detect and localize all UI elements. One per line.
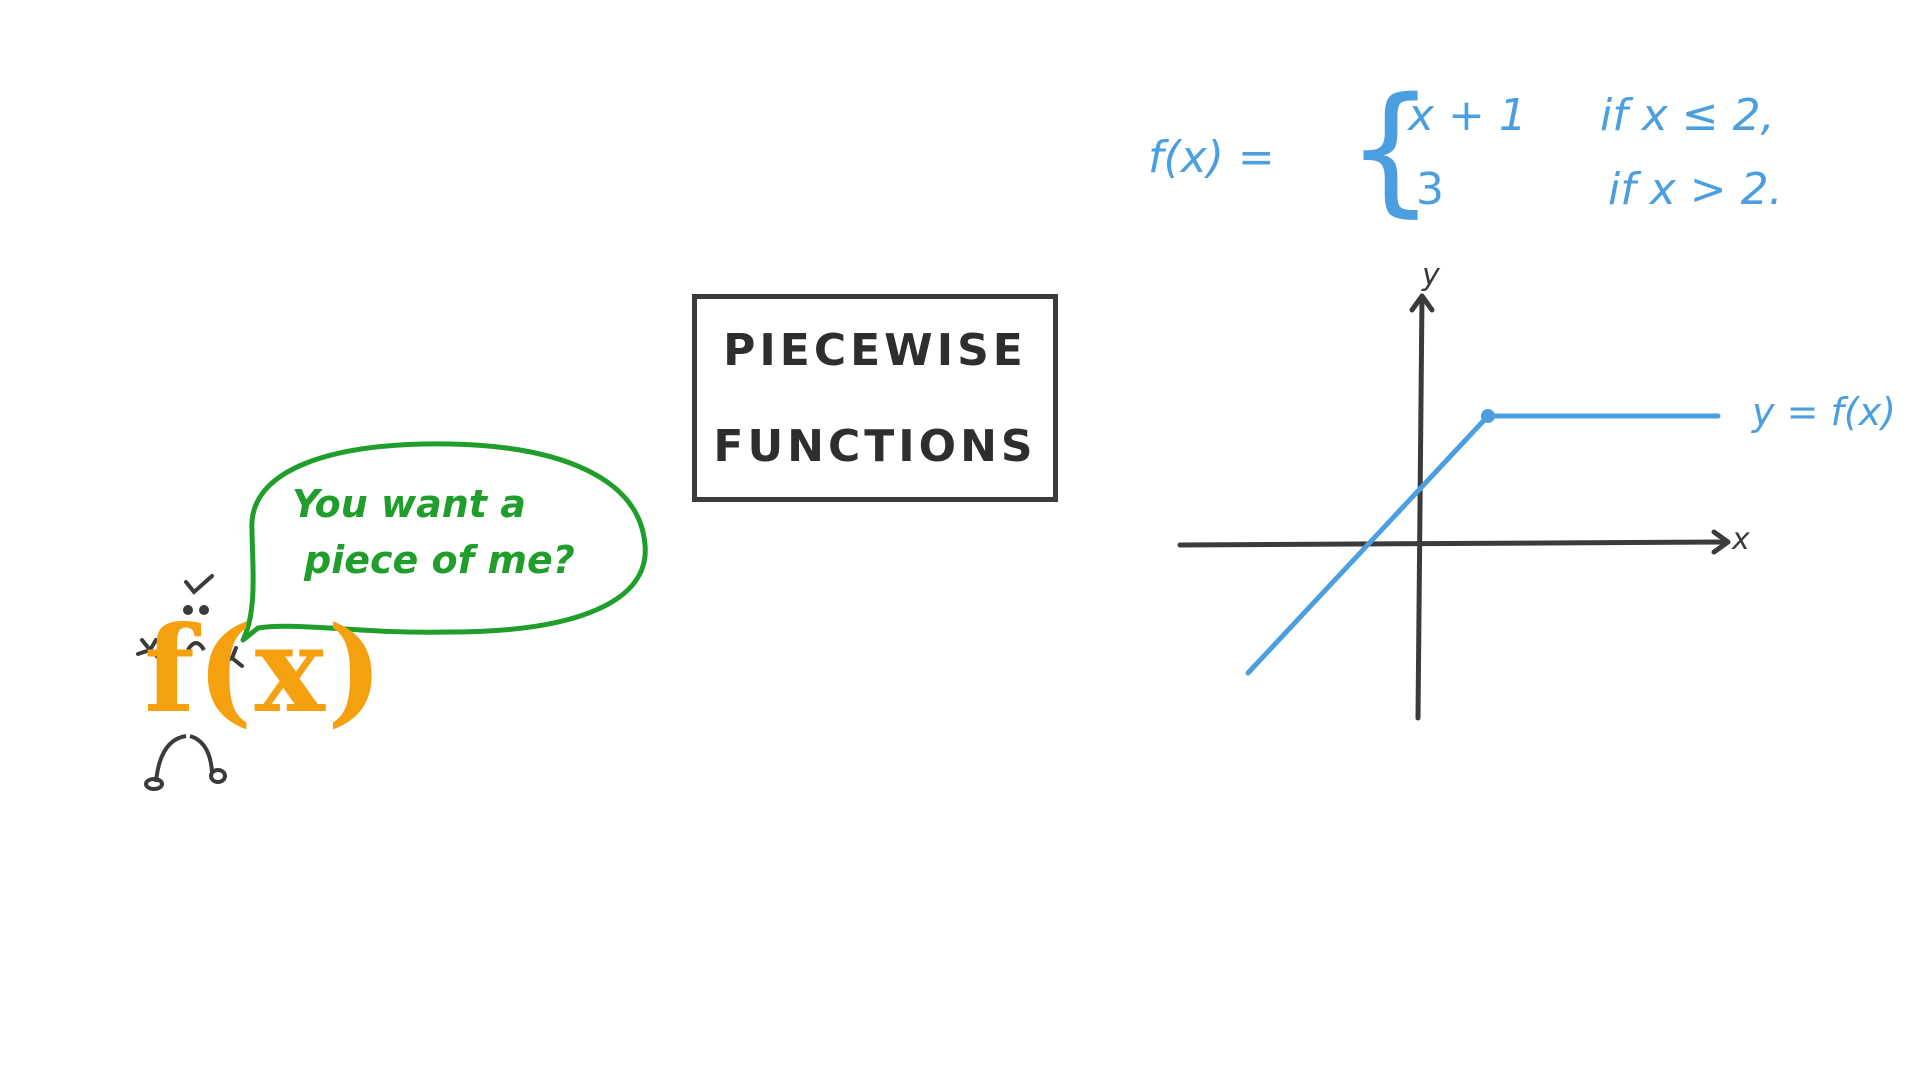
speech-bubble-line-1: You want a [292,482,526,526]
formula-case1-expression: x + 1 [1408,90,1527,141]
speech-bubble-outline [240,441,648,643]
piecewise-formula: f(x) = { x + 1 if x ≤ 2, 3 if x > 2. [1140,70,1860,240]
graph-curve-label: y = f(x) [1752,390,1897,434]
graph-breakpoint [1481,409,1495,423]
formula-case2-condition: if x > 2. [1608,164,1783,215]
graph-y-axis-arrow [1409,293,1435,313]
graph-x-axis [1177,539,1729,548]
mascot-foot-right [209,768,227,784]
graph-y-axis-label: y [1422,258,1440,293]
mascot-mouth [186,641,206,652]
mascot-leg-left [154,734,187,783]
graph-x-axis-label: x [1732,522,1750,557]
mascot-eye-right [199,605,209,615]
speech-bubble-line-2: piece of me? [304,538,575,582]
title-box: PIECEWISE FUNCTIONS [692,294,1058,502]
graph-y-axis [1415,293,1425,721]
title-line-2: FUNCTIONS [713,421,1037,472]
title-line-1: PIECEWISE [723,325,1027,376]
formula-brace: { [1346,68,1436,231]
mascot-fx-character: f(x) [144,600,385,739]
mascot-foot-left [144,777,164,791]
mascot-hair [184,574,214,595]
formula-lhs: f(x) = [1148,132,1275,183]
mascot-arm-left [136,638,174,672]
graph-x-axis-arrow [1711,529,1731,555]
mascot-arm-right [210,646,244,670]
mascot-eye-left [183,605,193,615]
mascot-leg-right [189,734,214,773]
formula-case2-expression: 3 [1416,164,1444,215]
formula-case1-condition: if x ≤ 2, [1600,90,1775,141]
